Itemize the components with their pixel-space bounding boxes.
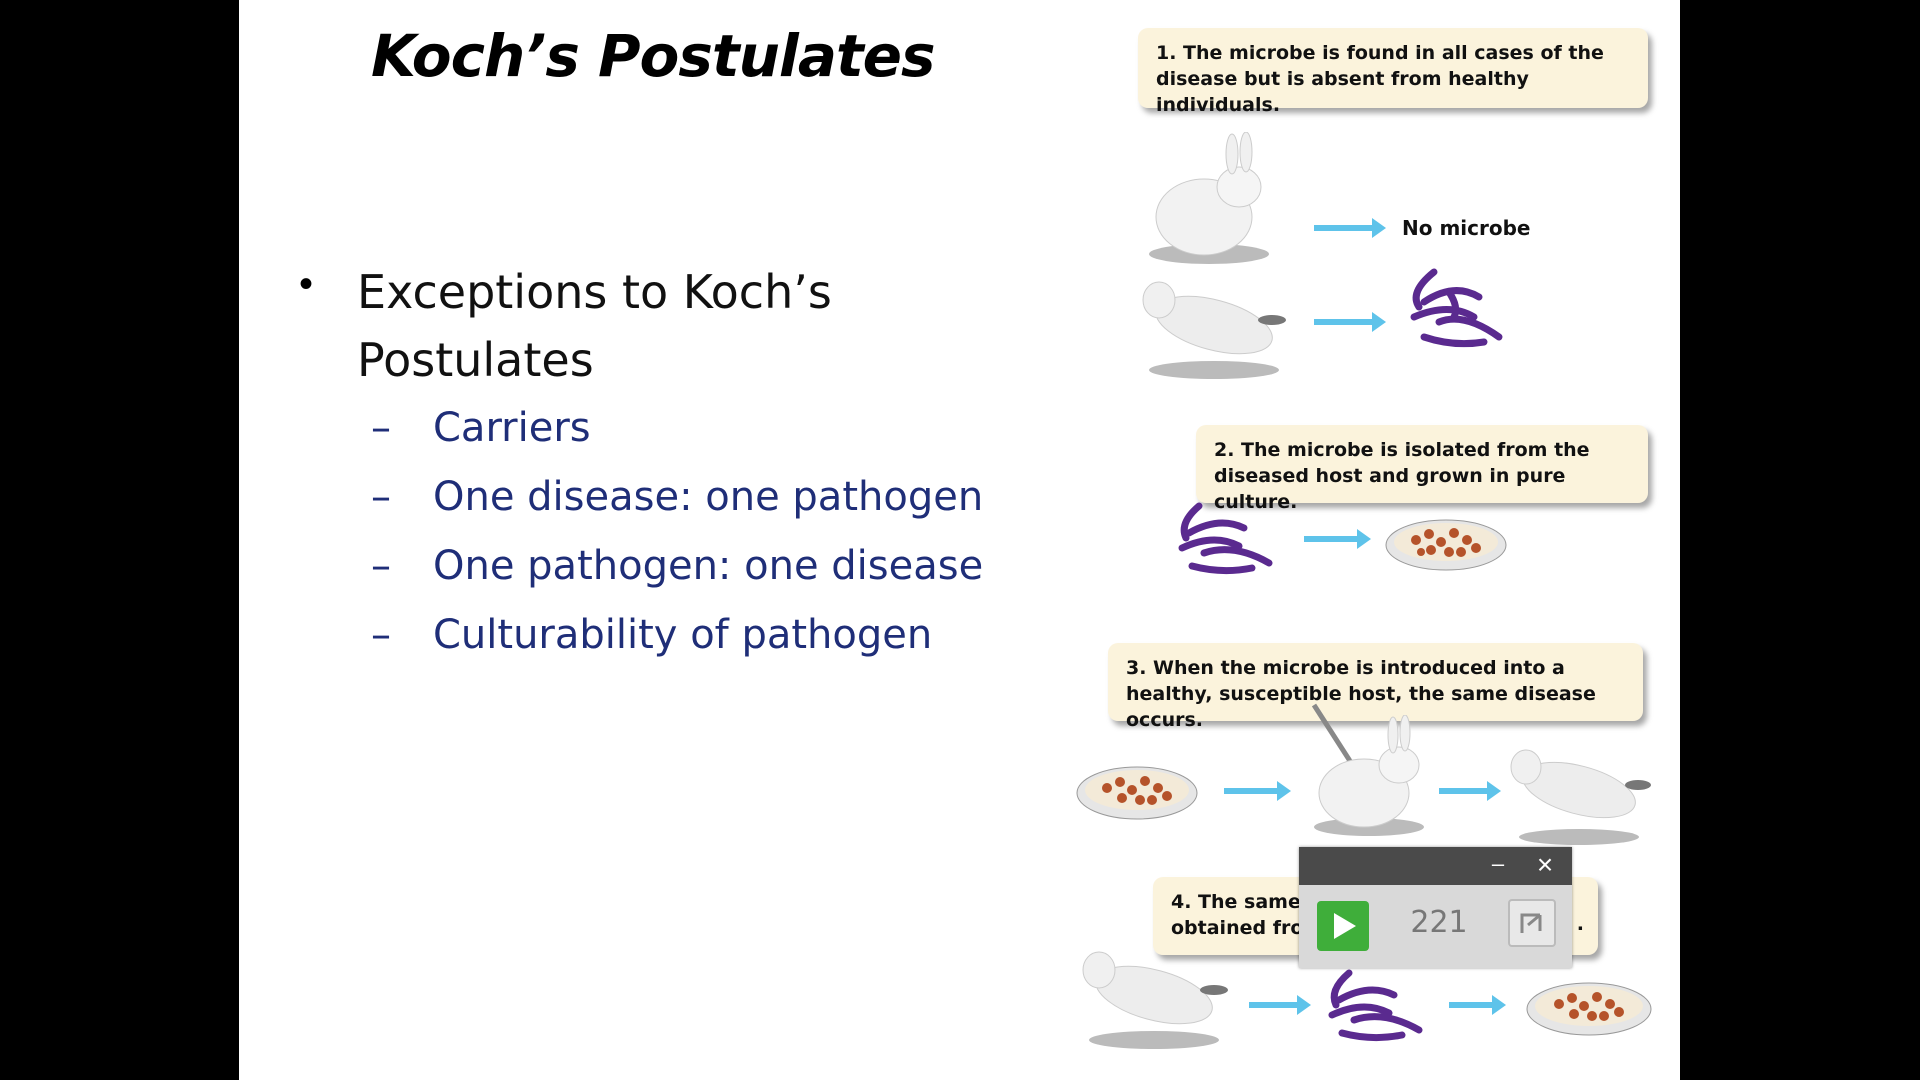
diseased-rabbit-image xyxy=(1142,281,1286,379)
healthy-rabbit-image xyxy=(1314,715,1424,836)
minimize-icon[interactable]: – xyxy=(1491,851,1505,876)
sub-item-one-disease: – One disease: one pathogen xyxy=(371,474,983,520)
step3-callout: 3. When the microbe is introduced into a… xyxy=(1108,643,1643,731)
petri-dish-image xyxy=(1526,982,1652,1036)
petri-dish-image xyxy=(1076,766,1198,820)
no-microbe-label: No microbe xyxy=(1402,216,1531,240)
petri-dish-image xyxy=(1385,519,1507,571)
step2-callout: 2. The microbe is isolated from the dise… xyxy=(1196,425,1648,513)
sub-item-culturability: – Culturability of pathogen xyxy=(371,612,932,658)
healthy-rabbit-image xyxy=(1149,132,1269,264)
arrow xyxy=(1249,995,1311,1015)
close-icon[interactable]: × xyxy=(1536,849,1554,880)
arrow xyxy=(1224,781,1291,801)
arrow xyxy=(1314,312,1386,332)
arrow xyxy=(1314,218,1386,238)
recorder-widget: – × 221 xyxy=(1299,847,1572,968)
sub-item-label: Culturability of pathogen xyxy=(433,612,933,658)
play-icon[interactable] xyxy=(1317,901,1369,951)
expand-icon[interactable] xyxy=(1508,899,1556,947)
arrow xyxy=(1449,995,1506,1015)
sub-item-label: Carriers xyxy=(433,405,591,451)
sub-item-one-pathogen: – One pathogen: one disease xyxy=(371,543,983,589)
microbe-cluster-image xyxy=(1328,969,1423,1042)
step4-tail: . xyxy=(1576,913,1584,935)
microbe-cluster-image xyxy=(1178,502,1273,575)
arrow xyxy=(1439,781,1501,801)
diseased-rabbit-image xyxy=(1510,749,1651,845)
bullet-dot: • xyxy=(299,262,314,306)
slide-title: Koch’s Postulates xyxy=(371,22,936,90)
bullet-text: Exceptions to Koch’s Postulates xyxy=(357,265,832,387)
step4-text-line1: 4. The same xyxy=(1171,891,1301,913)
dash: – xyxy=(371,612,391,658)
diseased-rabbit-image xyxy=(1082,951,1228,1049)
microbe-cluster-image xyxy=(1410,268,1503,348)
arrow xyxy=(1304,529,1371,549)
counter-value: 221 xyxy=(1410,905,1468,940)
slide: Koch’s Postulates • Exceptions to Koch’s… xyxy=(239,0,1680,1080)
sub-item-carriers: – Carriers xyxy=(371,405,591,451)
dash: – xyxy=(371,474,391,520)
widget-titlebar[interactable] xyxy=(1299,847,1572,885)
dash: – xyxy=(371,405,391,451)
sub-item-label: One pathogen: one disease xyxy=(433,543,984,589)
dash: – xyxy=(371,543,391,589)
step1-callout: 1. The microbe is found in all cases of … xyxy=(1138,28,1648,116)
step4-text-line2: obtained fro xyxy=(1171,917,1304,939)
sub-item-label: One disease: one pathogen xyxy=(433,474,984,520)
